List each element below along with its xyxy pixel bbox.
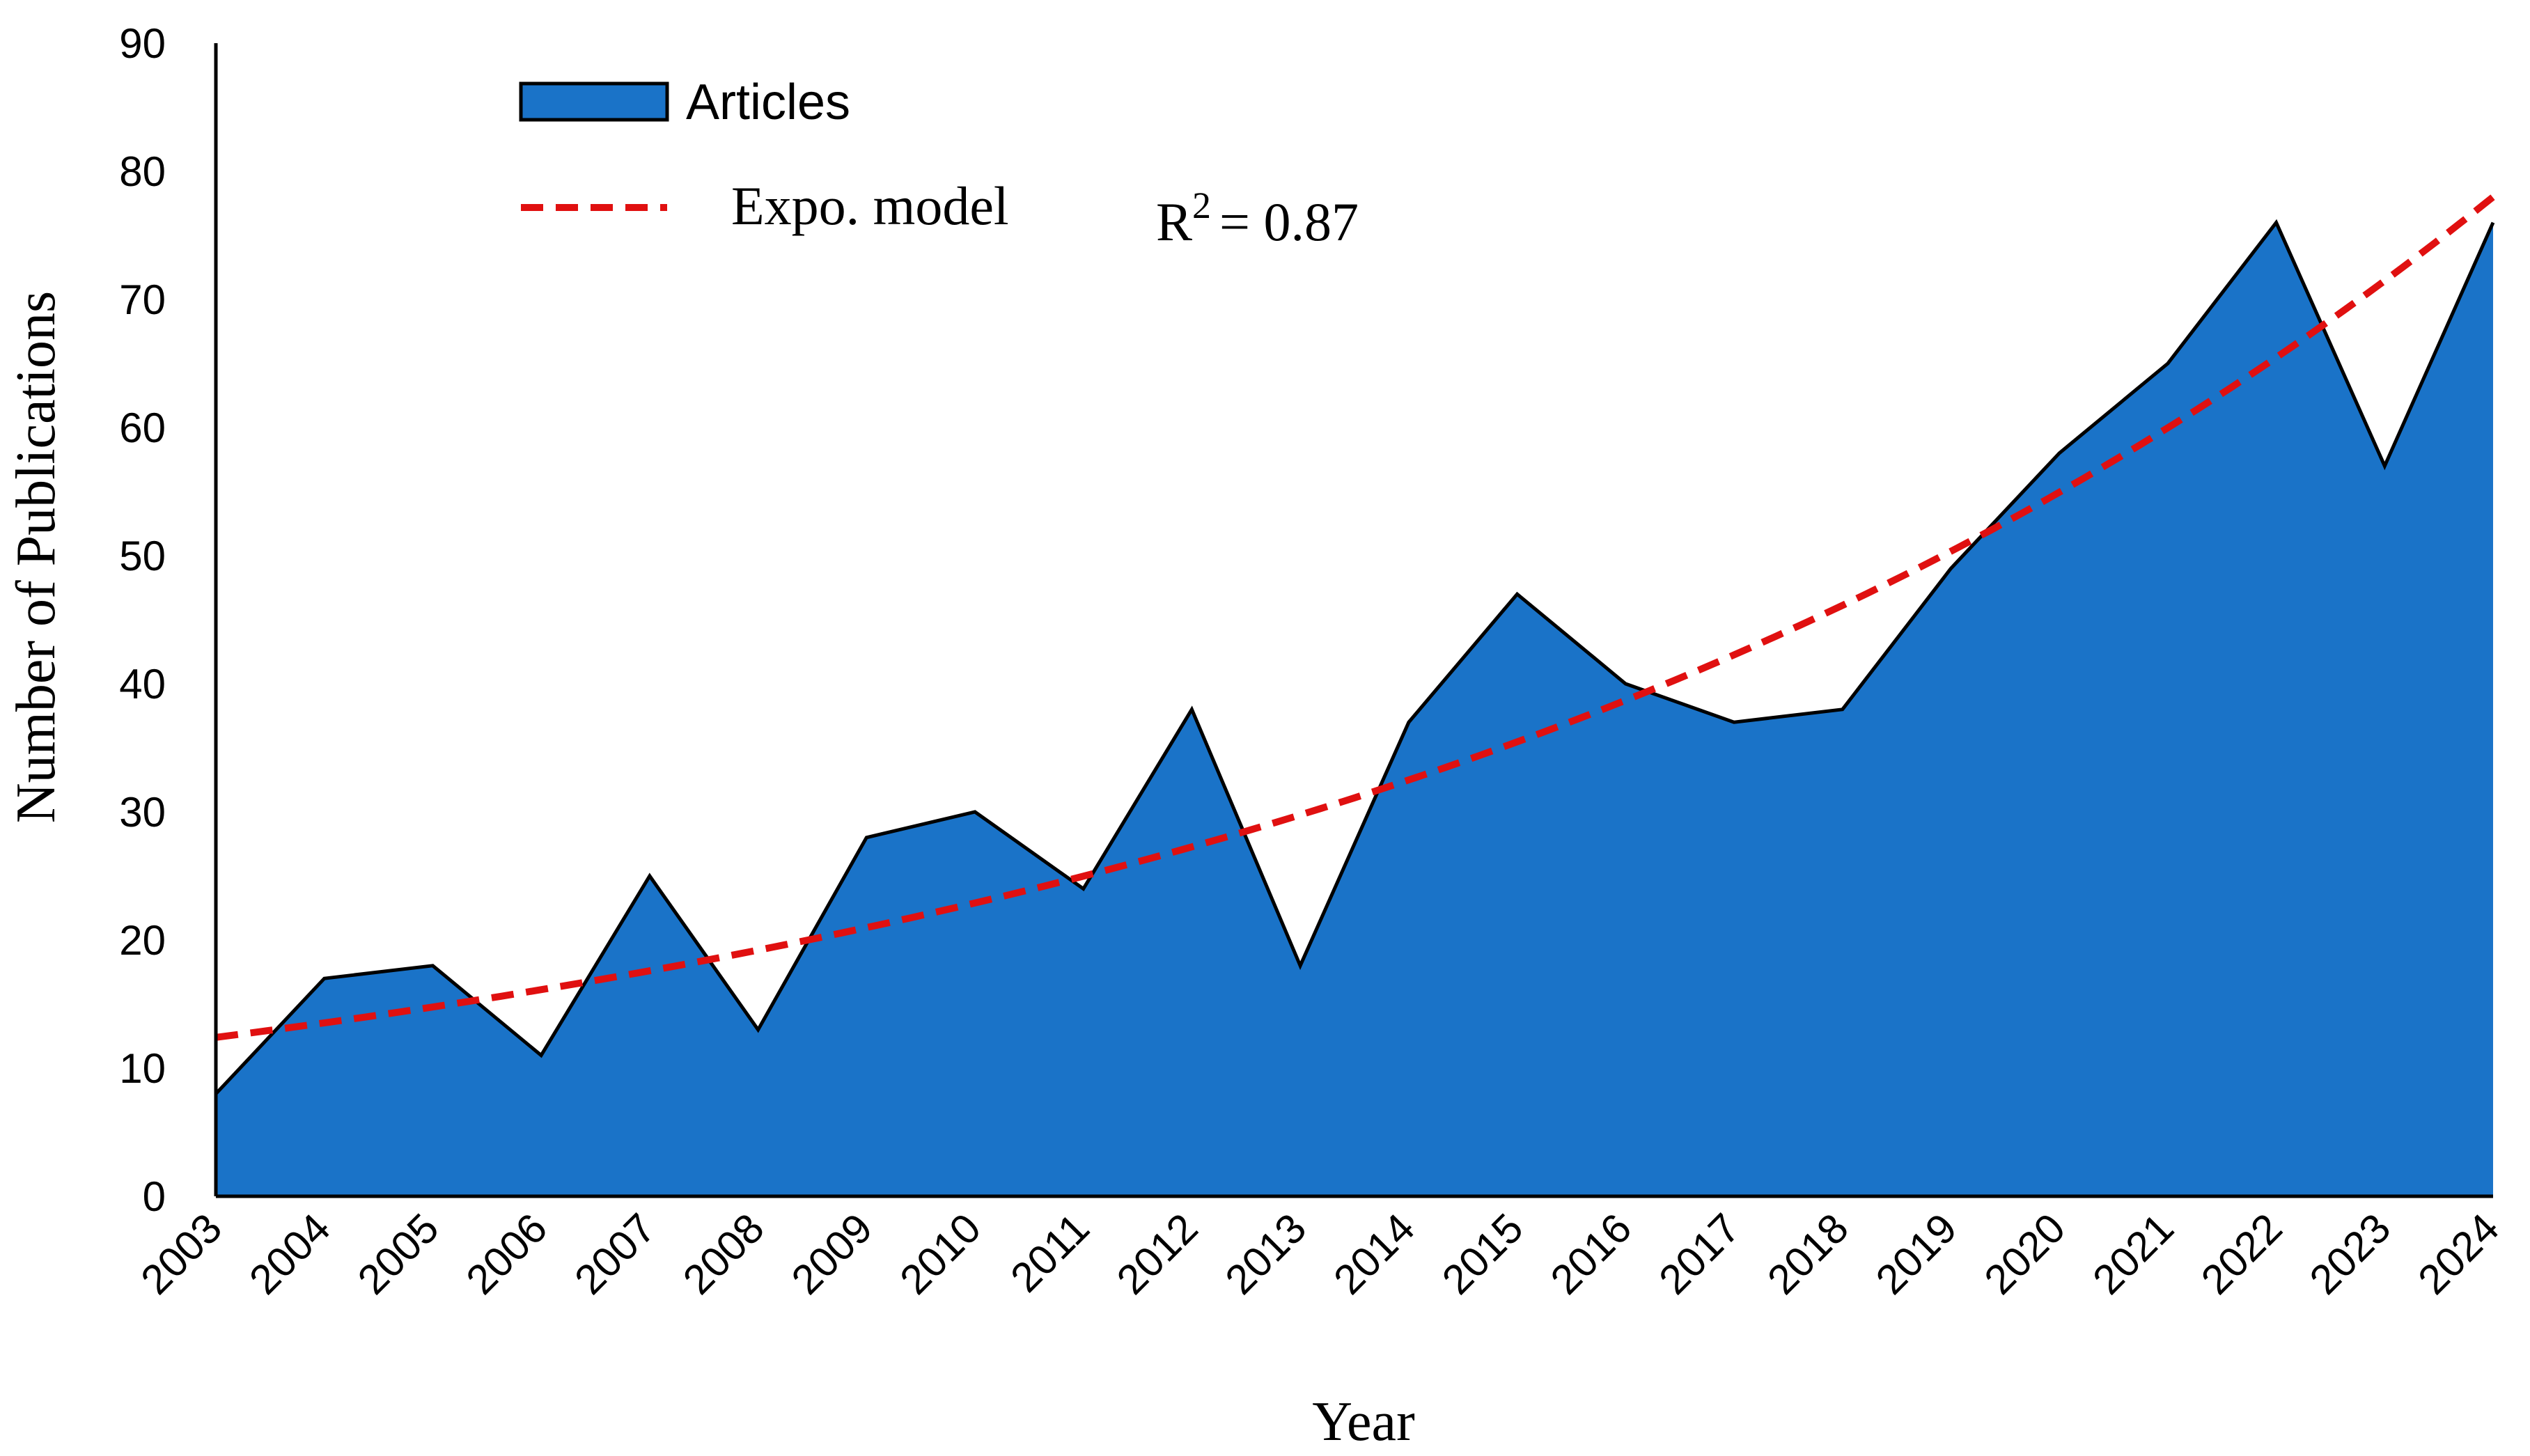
legend-swatch-articles	[519, 81, 669, 122]
x-tick-label-2017: 2017	[1650, 1205, 1749, 1304]
x-tick-label-2020: 2020	[1976, 1205, 2075, 1304]
x-axis-title: Year	[1312, 1391, 1414, 1453]
r-squared-superscript: 2	[1192, 185, 1211, 226]
expo-model-trendline	[215, 194, 2496, 1041]
x-tick-label-2011: 2011	[1001, 1205, 1098, 1301]
r-squared-base: R	[1156, 191, 1192, 252]
articles-outline	[214, 219, 2495, 1095]
y-tick-label-80: 80	[119, 148, 166, 195]
x-tick-label-2022: 2022	[2192, 1205, 2291, 1304]
x-tick-label-2008: 2008	[674, 1205, 773, 1304]
y-tick-label-0: 0	[143, 1173, 166, 1220]
y-tick-label-10: 10	[119, 1045, 166, 1092]
x-tick-label-2012: 2012	[1108, 1205, 1207, 1304]
x-tick-label-2024: 2024	[2409, 1205, 2508, 1304]
y-tick-label-90: 90	[119, 20, 166, 67]
y-tick-label-70: 70	[119, 276, 166, 323]
articles-area	[216, 222, 2493, 1197]
x-tick-label-2004: 2004	[240, 1205, 339, 1304]
x-tick-label-2010: 2010	[891, 1205, 990, 1304]
legend: Articles Expo. model R2 = 0.87	[519, 75, 1359, 252]
x-tick-labels: 2003 2004 2005 2006 2007 2008 2009 2010 2011 2012…	[132, 1205, 2508, 1304]
legend-label-expo-model: Expo. model	[731, 175, 1009, 236]
x-tick-label-2014: 2014	[1325, 1205, 1423, 1304]
x-tick-label-2015: 2015	[1433, 1205, 1532, 1304]
y-tick-label-50: 50	[119, 533, 166, 579]
x-tick-label-2013: 2013	[1217, 1205, 1315, 1304]
r-squared-annotation: R2 = 0.87	[1156, 185, 1359, 252]
y-tick-label-40: 40	[119, 661, 166, 707]
x-tick-label-2005: 2005	[349, 1205, 448, 1304]
y-tick-labels: 0 10 20 30 40 50 60 70 80 90	[119, 20, 166, 1220]
x-tick-label-2007: 2007	[565, 1205, 664, 1304]
r-squared-value: = 0.87	[1219, 191, 1359, 252]
legend-label-articles: Articles	[686, 75, 850, 130]
x-tick-label-2018: 2018	[1758, 1205, 1857, 1304]
y-tick-label-30: 30	[119, 789, 166, 836]
x-tick-label-2016: 2016	[1542, 1205, 1641, 1304]
x-tick-label-2006: 2006	[458, 1205, 556, 1304]
y-axis-title: Number of Publications	[6, 291, 67, 823]
x-tick-label-2009: 2009	[783, 1205, 882, 1304]
y-tick-label-20: 20	[119, 917, 166, 964]
y-tick-label-60: 60	[119, 405, 166, 451]
plot-area	[214, 194, 2496, 1197]
x-tick-label-2023: 2023	[2301, 1205, 2400, 1304]
x-tick-label-2021: 2021	[2084, 1205, 2182, 1304]
x-tick-label-2019: 2019	[1867, 1205, 1966, 1304]
